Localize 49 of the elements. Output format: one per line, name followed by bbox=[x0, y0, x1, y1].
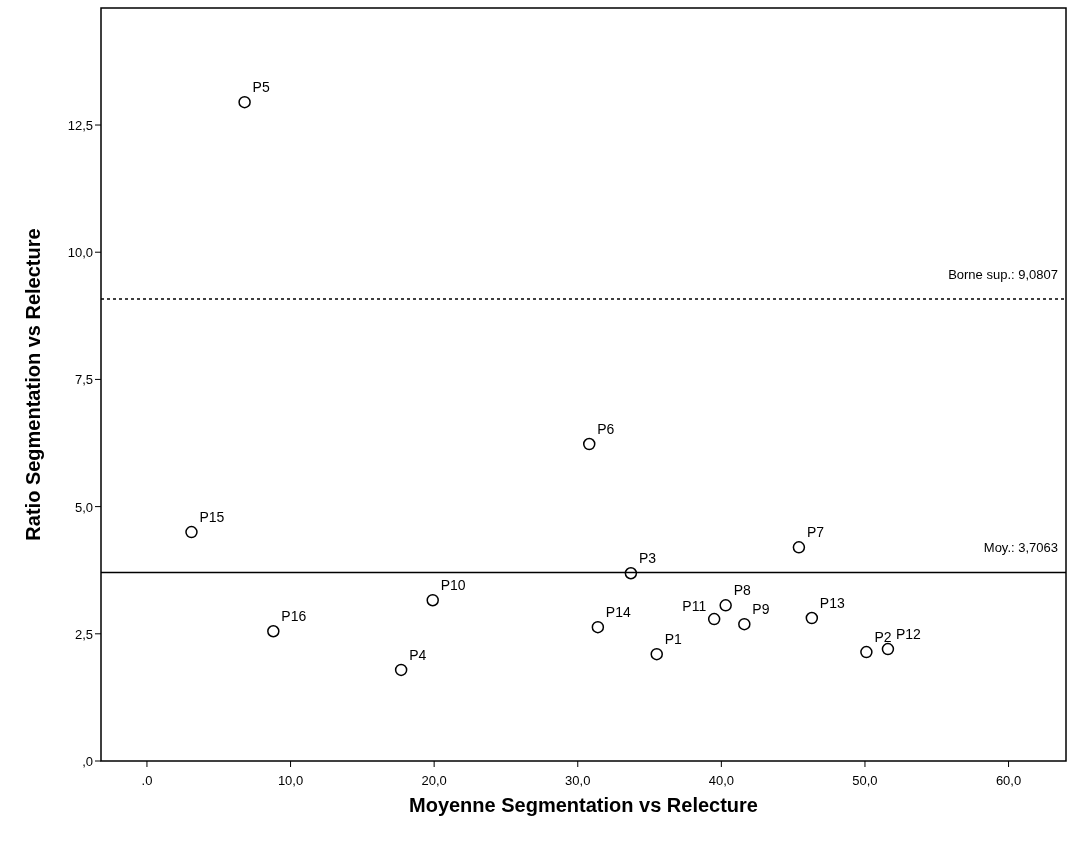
x-tick-label: 30,0 bbox=[565, 773, 591, 788]
annotation: P10 bbox=[440, 577, 466, 594]
point bbox=[624, 567, 638, 580]
point bbox=[238, 95, 251, 109]
annotation: P14 bbox=[605, 604, 631, 621]
ref-line-label: Borne sup.: 9,0807 bbox=[948, 266, 1058, 282]
annotation: P13 bbox=[819, 595, 845, 612]
y-tick-label: 10,0 bbox=[67, 245, 93, 261]
annotation: P12 bbox=[895, 626, 922, 643]
y-axis-title: Ratio Segmentation vs Relecture bbox=[22, 228, 44, 541]
annotation: P4 bbox=[409, 646, 427, 663]
annotation: P5 bbox=[252, 79, 270, 96]
annotation: P16 bbox=[281, 608, 307, 625]
point bbox=[719, 599, 732, 612]
point bbox=[650, 647, 663, 661]
annotation: P9 bbox=[752, 601, 770, 618]
y-tick-label: 7,5 bbox=[74, 372, 93, 388]
x-tick-label: .0 bbox=[141, 773, 153, 788]
annotation: P1 bbox=[664, 631, 683, 648]
y-tick-label: ,0 bbox=[82, 754, 93, 769]
point bbox=[805, 611, 819, 625]
y-tick-label: 5,0 bbox=[74, 499, 93, 515]
point bbox=[738, 617, 751, 631]
point bbox=[792, 541, 806, 554]
annotation: P6 bbox=[597, 421, 615, 438]
point bbox=[707, 612, 721, 626]
ref-line-label: Moy.: 3,7063 bbox=[983, 540, 1058, 556]
x-axis-title: Moyenne Segmentation vs Relecture bbox=[409, 794, 758, 816]
annotation: P15 bbox=[199, 509, 225, 526]
point bbox=[591, 620, 605, 634]
annotation: P7 bbox=[806, 524, 825, 541]
annotation: P3 bbox=[638, 550, 657, 567]
x-tick-label: 20,0 bbox=[421, 773, 447, 788]
point bbox=[881, 642, 895, 656]
y-tick-label: 2,5 bbox=[74, 626, 93, 642]
annotation: P8 bbox=[733, 582, 751, 599]
y-tick-label: 12,5 bbox=[67, 118, 93, 134]
annotation: P11 bbox=[682, 598, 707, 615]
point bbox=[582, 437, 596, 451]
annotation: P2 bbox=[874, 629, 892, 646]
x-tick-label: 60,0 bbox=[995, 773, 1022, 788]
point bbox=[267, 625, 280, 638]
point bbox=[860, 645, 873, 659]
x-tick-label: 10,0 bbox=[277, 773, 304, 788]
point bbox=[394, 663, 408, 677]
point bbox=[185, 525, 198, 539]
x-tick-label: 50,0 bbox=[852, 773, 878, 788]
point bbox=[426, 593, 439, 607]
x-tick-label: 40,0 bbox=[708, 773, 735, 788]
